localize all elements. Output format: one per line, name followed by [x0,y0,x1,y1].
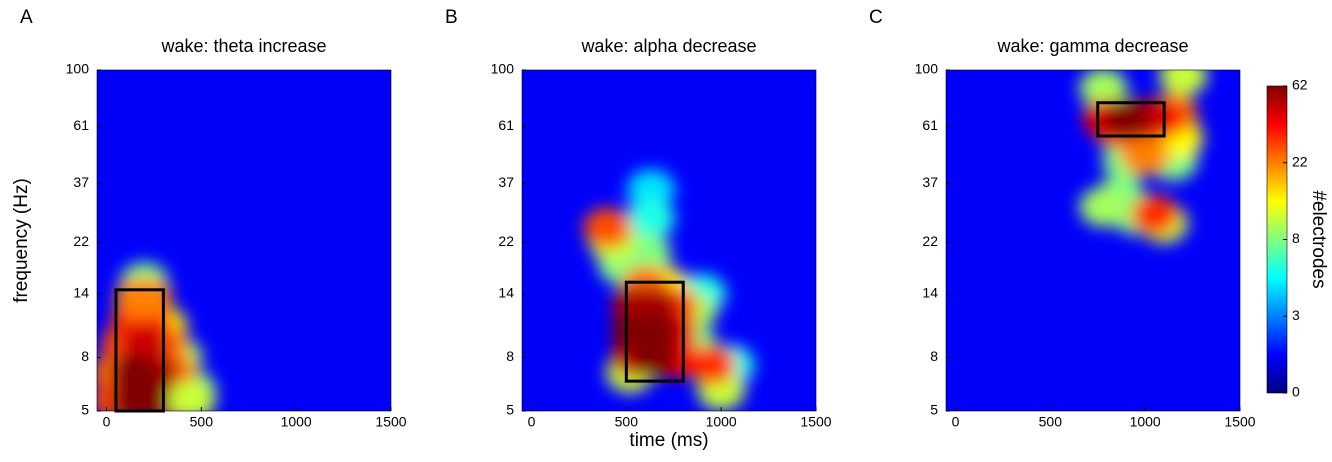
x-tick-label: 500 [190,414,214,430]
y-tick-label: 100 [66,61,90,77]
y-tick-label: 5 [81,402,89,418]
heat-blobs [97,262,216,411]
y-tick-label: 22 [73,233,89,249]
heat-cell [1079,70,1128,109]
y-tick-label: 100 [915,61,939,77]
y-tick-label: 8 [81,348,89,364]
y-tick-label: 8 [506,348,514,364]
x-tick-label: 1000 [281,414,312,430]
y-tick-label: 22 [498,233,514,249]
x-tick-label: 500 [615,414,639,430]
y-tick-label: 5 [930,402,938,418]
x-tick-label: 1500 [375,414,406,430]
panel-title: wake: alpha decrease [580,36,756,56]
roi-box [1096,101,1166,138]
heat-cell [626,169,675,210]
heat-cell [630,312,679,353]
y-tick-label: 5 [506,402,514,418]
x-tick-label: 0 [103,414,111,430]
heat-cell [110,352,159,393]
x-tick-label: 500 [1039,414,1063,430]
y-tick-label: 37 [922,174,938,190]
y-axis-label: frequency (Hz) [11,178,32,303]
heat-layer [1079,70,1208,244]
panel-letter: B [445,7,458,28]
heat-layer [583,169,755,411]
heat-cell [167,380,216,411]
y-tick-label: 14 [498,285,514,301]
x-tick-label: 1500 [1224,414,1255,430]
plot-frame [96,69,392,412]
y-tick-label: 61 [498,117,514,133]
colorbar-label: #electrodes [1308,190,1329,288]
heat-cell [1130,194,1179,235]
panel-title: wake: gamma decrease [996,36,1188,56]
x-axis-label: time (ms) [629,430,708,451]
colorbar-tick-label: 3 [1292,307,1300,323]
x-tick-label: 0 [528,414,536,430]
x-tick-label: 0 [952,414,960,430]
x-tick-label: 1000 [1130,414,1161,430]
heat-blobs [1079,70,1208,244]
heat-layer [97,262,216,411]
x-tick-label: 1000 [706,414,737,430]
heat-cell [1102,99,1151,140]
heat-cell [124,277,173,318]
y-tick-label: 37 [73,174,89,190]
roi-box [624,280,685,383]
colorbar-tick-label: 0 [1292,384,1300,400]
heat-cell [1159,70,1208,96]
y-tick-label: 22 [922,233,938,249]
y-tick-label: 61 [73,117,89,133]
y-tick-label: 100 [491,61,515,77]
panel-letter: A [20,7,33,28]
heat-blobs [583,169,755,411]
x-tick-label: 1500 [800,414,831,430]
y-tick-label: 14 [73,285,89,301]
plot-frame [945,69,1241,412]
heat-cell [583,207,632,248]
y-tick-label: 37 [498,174,514,190]
y-tick-label: 8 [930,348,938,364]
plot-frame [521,69,817,412]
heat-cell [687,344,736,385]
y-tick-label: 61 [922,117,938,133]
panel-letter: C [869,7,883,28]
colorbar-tick-label: 62 [1292,77,1308,93]
colorbar-tick-label: 8 [1292,230,1300,246]
panel-title: wake: theta increase [160,36,326,56]
y-tick-label: 14 [922,285,938,301]
colorbar-tick-label: 22 [1292,153,1308,169]
heat-cell [626,199,675,240]
heat-cell [1079,187,1128,228]
heat-cell [1121,135,1170,176]
